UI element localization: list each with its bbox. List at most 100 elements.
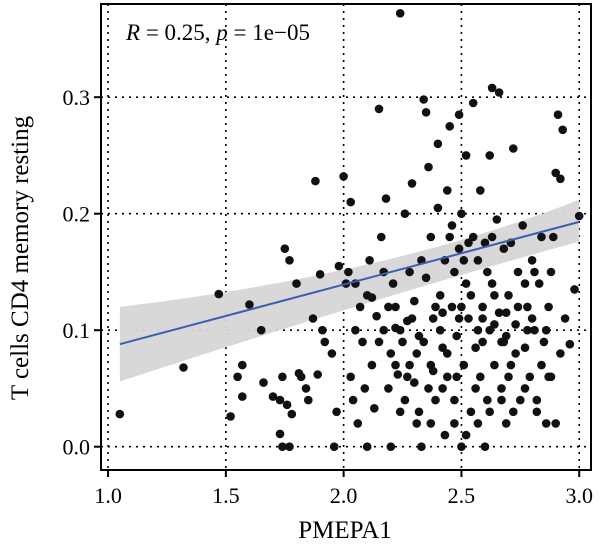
scatter-point: [487, 83, 497, 93]
scatter-point: [421, 108, 431, 117]
scatter-point: [450, 419, 459, 428]
scatter-point: [285, 442, 294, 452]
scatter-point: [275, 395, 285, 405]
scatter-point: [499, 244, 509, 253]
scatter-point: [551, 168, 560, 178]
scatter-point: [419, 95, 429, 104]
scatter-point: [435, 291, 445, 300]
scatter-point: [304, 395, 313, 405]
scatter-point: [457, 302, 466, 312]
scatter-point: [438, 343, 447, 353]
scatter-point: [523, 302, 532, 312]
y-tick-label: 0.0: [63, 435, 91, 460]
scatter-point: [509, 144, 518, 153]
scatter-point: [459, 360, 469, 370]
scatter-point: [268, 392, 278, 401]
scatter-point: [407, 179, 417, 188]
scatter-point: [504, 291, 513, 300]
scatter-point: [391, 302, 400, 312]
scatter-point: [468, 98, 478, 108]
scatter-point: [445, 232, 455, 242]
scatter-point: [367, 293, 377, 302]
scatter-point: [480, 442, 490, 452]
scatter-point: [370, 404, 379, 413]
scatter-point: [443, 349, 452, 358]
scatter-point: [381, 194, 391, 203]
scatter-point: [574, 211, 584, 221]
scatter-point: [490, 360, 499, 370]
scatter-point: [457, 209, 466, 218]
scatter-point: [471, 384, 480, 393]
scatter-point: [367, 360, 377, 370]
scatter-point: [478, 337, 487, 347]
plot-frame: [100, 3, 592, 471]
scatter-point: [466, 291, 476, 300]
scatter-point: [318, 325, 327, 335]
scatter-point: [454, 110, 464, 119]
scatter-point: [398, 337, 407, 347]
scatter-point: [459, 255, 469, 265]
scatter-point: [525, 372, 535, 382]
scatter-point: [344, 267, 353, 277]
scatter-point: [358, 337, 367, 347]
scatter-point: [384, 384, 393, 393]
scatter-point: [494, 308, 504, 318]
x-tick-label: 2.0: [330, 483, 358, 508]
scatter-point: [452, 372, 462, 382]
scatter-point: [537, 360, 546, 370]
y-tick-label: 0.2: [63, 202, 91, 227]
scatter-point: [400, 395, 410, 405]
scatter-point: [478, 302, 487, 312]
scatter-point: [520, 384, 530, 393]
scatter-point: [431, 302, 440, 312]
scatter-point: [480, 238, 490, 248]
scatter-point: [447, 302, 457, 312]
scatter-point: [360, 384, 370, 393]
scatter-point: [553, 110, 563, 119]
stat-annotation: R = 0.25, p = 1e−05: [125, 20, 310, 45]
scatter-point: [238, 392, 247, 401]
scatter-point: [214, 289, 224, 299]
scatter-point: [464, 314, 473, 323]
scatter-point: [565, 339, 575, 349]
scatter-point: [259, 378, 268, 387]
data-points: [115, 9, 584, 452]
scatter-point: [433, 203, 443, 213]
scatter-point: [329, 442, 339, 452]
scatter-point: [377, 232, 386, 242]
scatter-point: [497, 337, 506, 347]
scatter-point: [537, 232, 546, 242]
scatter-point: [179, 363, 188, 372]
scatter-point: [556, 349, 565, 358]
scatter-point: [440, 430, 450, 440]
scatter-point: [278, 442, 287, 452]
scatter-point: [530, 267, 539, 277]
scatter-point: [386, 349, 396, 358]
scatter-point: [334, 261, 344, 271]
scatter-point: [365, 255, 374, 265]
x-tick-label: 2.5: [448, 483, 476, 508]
scatter-point: [355, 302, 365, 312]
scatter-point: [405, 360, 414, 370]
x-tick-label: 1.5: [212, 483, 240, 508]
scatter-point: [438, 308, 447, 318]
scatter-point: [346, 197, 356, 207]
scatter-point: [327, 349, 337, 358]
scatter-point: [320, 337, 330, 347]
scatter-point: [405, 267, 414, 277]
scatter-point: [476, 186, 485, 195]
x-axis-ticks: 1.0 1.5 2.0 2.5 3.0: [94, 470, 593, 508]
scatter-point: [487, 279, 497, 288]
scatter-point: [308, 314, 318, 323]
scatter-point: [233, 372, 242, 382]
scatter-point: [424, 384, 433, 393]
scatter-point: [485, 407, 495, 417]
scatter-point: [501, 331, 511, 341]
scatter-point: [362, 442, 372, 452]
y-axis-ticks: 0.0 0.1 0.2 0.3: [63, 85, 101, 460]
scatter-point: [296, 372, 306, 382]
scatter-point: [468, 232, 478, 242]
scatter-point: [278, 372, 287, 382]
scatter-point: [454, 244, 464, 253]
scatter-point: [400, 209, 410, 218]
